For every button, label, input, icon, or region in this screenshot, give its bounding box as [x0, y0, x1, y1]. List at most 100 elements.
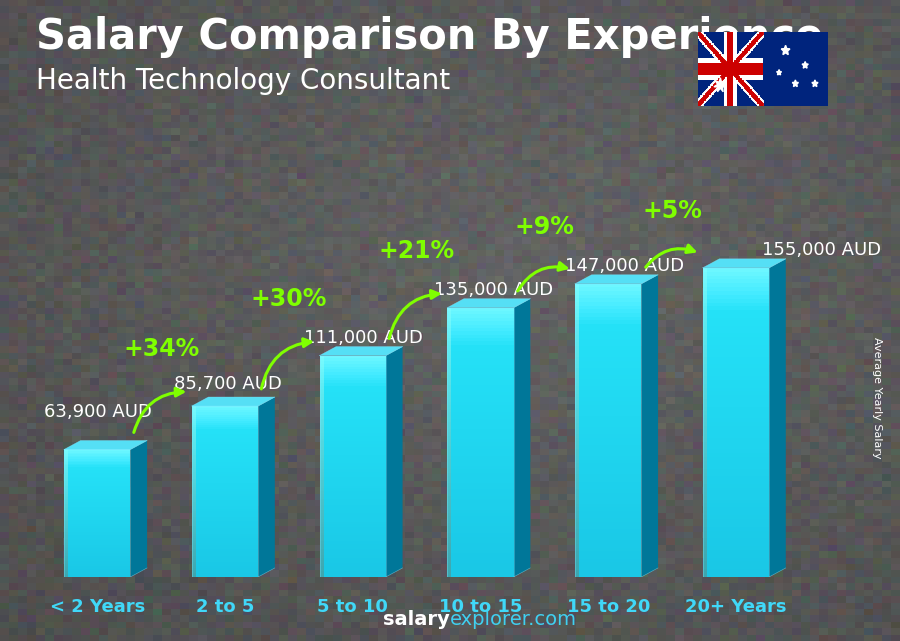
Bar [575, 357, 642, 361]
Bar [744, 81, 747, 92]
Bar [192, 528, 196, 530]
Bar [575, 335, 642, 338]
Bar [740, 76, 742, 87]
Bar [64, 481, 68, 483]
Bar [744, 49, 746, 55]
Bar [702, 94, 705, 104]
Bar [192, 532, 258, 534]
Bar [575, 331, 579, 335]
Bar [575, 383, 642, 387]
Bar [192, 431, 196, 434]
Bar [727, 69, 729, 74]
Bar [743, 82, 745, 88]
Bar [64, 469, 68, 470]
Bar [575, 376, 579, 379]
Bar [447, 453, 451, 456]
Bar [320, 552, 386, 554]
Bar [192, 492, 196, 494]
Bar [320, 491, 323, 494]
Bar [721, 72, 725, 83]
Bar [738, 53, 742, 63]
Bar [64, 518, 130, 520]
Bar [703, 558, 770, 562]
Bar [64, 502, 130, 504]
Bar [703, 329, 770, 333]
Bar [726, 67, 729, 77]
Bar [575, 353, 642, 357]
Bar [758, 97, 759, 103]
Polygon shape [320, 347, 402, 356]
Bar [320, 425, 386, 428]
Bar [447, 436, 451, 439]
Bar [575, 387, 642, 390]
Bar [192, 498, 258, 500]
Bar [575, 449, 642, 453]
Bar [703, 453, 770, 457]
Bar [447, 479, 451, 483]
Bar [703, 531, 770, 535]
Bar [320, 547, 386, 549]
Bar [192, 538, 258, 540]
Bar [754, 92, 757, 103]
Bar [192, 457, 258, 460]
Bar [320, 513, 323, 516]
Bar [703, 538, 770, 542]
Bar [64, 576, 130, 577]
Bar [703, 445, 706, 449]
Bar [742, 52, 743, 58]
Bar [320, 433, 323, 436]
Bar [716, 49, 719, 60]
Bar [447, 402, 451, 405]
Bar [740, 51, 743, 61]
Bar [754, 38, 756, 44]
Bar [710, 88, 712, 94]
Bar [698, 101, 699, 107]
Bar [64, 537, 68, 538]
Bar [447, 483, 514, 486]
Bar [725, 60, 729, 71]
Bar [726, 63, 728, 69]
Bar [702, 35, 704, 41]
Bar [722, 72, 725, 82]
Bar [64, 569, 130, 570]
Bar [732, 63, 733, 69]
Bar [752, 38, 754, 48]
Bar [732, 60, 735, 70]
Bar [192, 547, 196, 549]
Bar [192, 410, 258, 412]
Bar [447, 362, 451, 365]
Bar [703, 279, 706, 283]
Bar [710, 84, 714, 94]
Bar [703, 291, 706, 295]
Bar [575, 481, 642, 485]
Bar [698, 31, 699, 37]
Bar [735, 56, 739, 66]
Bar [575, 526, 579, 529]
Polygon shape [781, 46, 790, 54]
Bar [703, 299, 706, 303]
Bar [745, 47, 747, 54]
Bar [575, 485, 642, 489]
Bar [729, 64, 732, 74]
Text: 155,000 AUD: 155,000 AUD [761, 241, 880, 259]
Bar [320, 392, 323, 394]
Bar [447, 556, 451, 560]
Bar [64, 574, 130, 576]
Bar [320, 405, 323, 408]
Bar [703, 276, 770, 279]
Bar [320, 444, 386, 447]
Bar [192, 537, 196, 538]
Bar [320, 392, 386, 394]
Bar [736, 55, 739, 65]
Bar [703, 272, 706, 276]
Bar [64, 513, 68, 515]
Bar [192, 476, 196, 479]
Bar [703, 306, 770, 310]
Bar [447, 459, 451, 463]
Bar [703, 326, 706, 329]
Bar [320, 499, 386, 502]
Bar [447, 574, 451, 577]
Bar [575, 540, 579, 544]
Bar [575, 493, 642, 496]
Bar [192, 423, 258, 425]
